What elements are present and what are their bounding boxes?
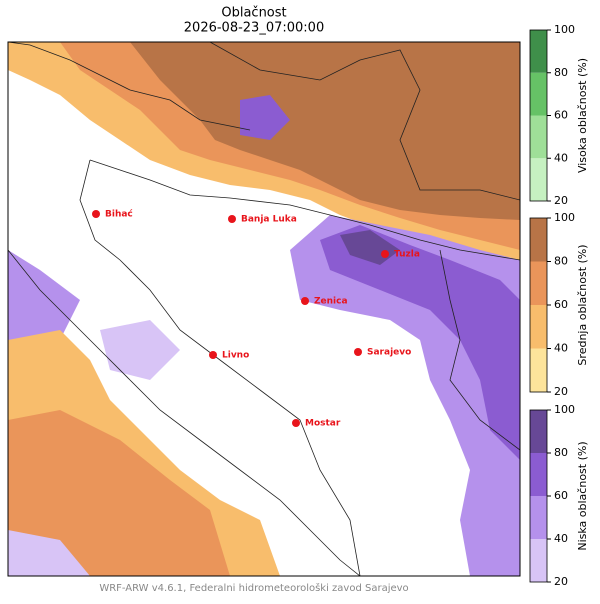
colorbar-band (530, 410, 547, 453)
city-marker (354, 348, 362, 356)
colorbar-band (530, 453, 547, 496)
colorbar-tick-label: 60 (554, 109, 568, 122)
colorbar-band (530, 496, 547, 539)
city-marker (292, 419, 300, 427)
city-label: Bihać (105, 209, 133, 220)
city-marker (92, 210, 100, 218)
map (7, 41, 521, 577)
colorbar-tick-label: 80 (554, 255, 568, 268)
colorbar-band (530, 348, 547, 392)
colorbar-tick-label: 100 (554, 23, 575, 36)
colorbar-band (530, 539, 547, 582)
colorbar-tick-label: 40 (554, 342, 568, 355)
colorbar-tick-label: 20 (554, 385, 568, 398)
city-label: Banja Luka (241, 215, 297, 225)
colorbar-tick-label: 100 (554, 211, 575, 224)
colorbar-band (530, 261, 547, 305)
colorbar-label: Srednja oblačnost (%) (576, 244, 589, 365)
city-label: Sarajevo (367, 348, 411, 358)
footer: WRF-ARW v4.6.1, Federalni hidrometeorolo… (99, 582, 408, 594)
colorbar-tick-label: 80 (554, 66, 568, 79)
colorbar-band (530, 158, 547, 201)
city-label: Tuzla (394, 250, 420, 260)
colorbar-tick-label: 60 (554, 298, 568, 311)
title: Oblačnost (221, 6, 286, 21)
colorbar-band (530, 72, 547, 116)
city-marker (209, 351, 217, 359)
colorbar-band (530, 30, 547, 73)
city-label: Mostar (305, 419, 341, 429)
colorbar-label: Niska oblačnost (%) (576, 441, 589, 550)
colorbar-tick-label: 40 (554, 151, 568, 164)
city-label: Zenica (314, 297, 348, 307)
colorbars: 20 40 60 80 100 Visoka oblačnost (%) 20 40 60 80 1… (529, 23, 589, 588)
subtitle: 2026-08-23_07:00:00 (184, 21, 324, 36)
colorbar-label: Visoka oblačnost (%) (576, 58, 589, 173)
colorbar-band (530, 305, 547, 349)
colorbar-band (530, 218, 547, 262)
colorbar-tick-label: 40 (554, 532, 568, 545)
city-marker (381, 250, 389, 258)
city-marker (228, 215, 236, 223)
colorbar-band (530, 115, 547, 159)
city-label: Livno (222, 351, 249, 361)
city-marker (301, 297, 309, 305)
colorbar-tick-label: 20 (554, 575, 568, 588)
colorbar-tick-label: 100 (554, 403, 575, 416)
cities: Bihać Banja Luka Tuzla Zenica Livno Sarajevo M… (92, 209, 420, 429)
colorbar-tick-label: 80 (554, 446, 568, 459)
colorbar-tick-label: 60 (554, 489, 568, 502)
colorbar-tick-label: 20 (554, 194, 568, 207)
